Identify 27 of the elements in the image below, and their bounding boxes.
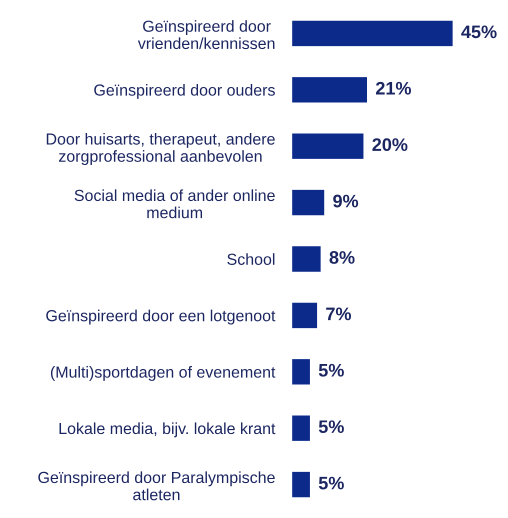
bar bbox=[292, 20, 453, 46]
bar bbox=[292, 246, 321, 272]
data-label: 5% bbox=[318, 476, 344, 490]
bar bbox=[292, 359, 310, 384]
y-tick-label: Door huisarts, therapeut, andere zorgprofessional aanbevolen bbox=[46, 132, 275, 166]
bar bbox=[292, 302, 318, 328]
data-label: 5% bbox=[318, 364, 344, 377]
y-tick-label: Geïnspireerd door vrienden/kennissen bbox=[138, 20, 274, 50]
bar bbox=[292, 190, 324, 216]
y-tick-label: (Multi)sportdagen of evenement bbox=[50, 366, 276, 381]
y-tick-label: Geïnspireerd door ouders bbox=[94, 84, 275, 99]
bar bbox=[292, 77, 368, 102]
data-label: 8% bbox=[330, 251, 355, 264]
data-label: 45% bbox=[461, 25, 497, 38]
data-label: 9% bbox=[333, 194, 358, 208]
bar bbox=[292, 416, 310, 441]
y-tick-label: Geïnspireerd door Paralympische atleten bbox=[38, 471, 275, 500]
y-tick-label: Geïnspireerd door een lotgenoot bbox=[46, 310, 276, 325]
y-tick-label: School bbox=[227, 253, 274, 265]
bar bbox=[292, 472, 310, 498]
y-tick-label: Social media of ander online medium bbox=[74, 189, 275, 218]
data-label: 20% bbox=[372, 138, 408, 152]
data-label: 5% bbox=[318, 420, 344, 434]
y-tick-label: Lokale media, bijv. lokale krant bbox=[60, 422, 276, 438]
data-label: 7% bbox=[326, 308, 352, 320]
data-label: 21% bbox=[376, 82, 412, 95]
bar bbox=[292, 134, 364, 159]
